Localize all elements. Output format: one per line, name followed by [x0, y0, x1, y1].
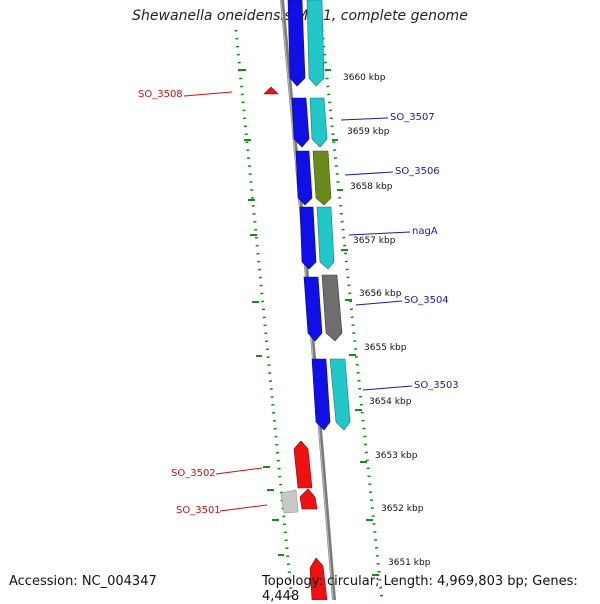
gene-label-so3508: SO_3508: [138, 89, 183, 100]
cog-track: [306, 0, 351, 431]
cog-cyan-6: [329, 358, 351, 431]
cds-reverse-so3508: [263, 86, 279, 95]
gene-label-so3507: SO_3507: [390, 112, 435, 123]
gc-inner-dotted-track: [234, 29, 294, 600]
cds-forward-6: [311, 358, 331, 431]
gc-skew-dashes: [238, 69, 379, 576]
cds-reverse-light: [280, 489, 299, 514]
gene-label-so3504: SO_3504: [404, 295, 449, 306]
cog-cyan-1: [306, 0, 325, 87]
cds-forward-1: [287, 0, 306, 87]
reverse-cds-track: [263, 86, 328, 600]
gene-label-so3506: SO_3506: [395, 166, 440, 177]
gene-label-leaders: [183, 91, 413, 512]
scale-label-3653: 3653 kbp: [375, 451, 418, 461]
cds-reverse-bottom: [309, 557, 328, 600]
scale-label-3652: 3652 kbp: [381, 504, 424, 514]
gene-label-naga: nagA: [412, 226, 438, 237]
cog-gray-5: [321, 274, 343, 342]
cog-cyan-4: [316, 206, 335, 270]
cds-reverse-so3502: [293, 440, 313, 489]
cds-forward-3: [295, 150, 313, 206]
cog-cyan-2: [309, 97, 328, 148]
gene-label-so3501: SO_3501: [176, 505, 221, 516]
cds-reverse-so3501: [299, 488, 318, 510]
scale-label-3660: 3660 kbp: [343, 73, 386, 83]
scale-label-3658: 3658 kbp: [350, 182, 393, 192]
gene-label-so3502: SO_3502: [171, 468, 216, 479]
scale-label-3654: 3654 kbp: [369, 397, 412, 407]
scale-label-3659: 3659 kbp: [347, 127, 390, 137]
cds-forward-4: [299, 206, 317, 270]
scale-label-3657: 3657 kbp: [353, 236, 396, 246]
cds-forward-5: [303, 276, 323, 342]
cog-olive-3: [312, 150, 332, 206]
accession-text: Accession: NC_004347: [9, 574, 157, 589]
scale-label-3655: 3655 kbp: [364, 343, 407, 353]
cds-forward-2: [291, 97, 310, 148]
forward-cds-track: [287, 0, 331, 431]
scale-label-3656: 3656 kbp: [359, 289, 402, 299]
scale-label-3651: 3651 kbp: [388, 558, 431, 568]
gene-label-so3503: SO_3503: [414, 380, 459, 391]
